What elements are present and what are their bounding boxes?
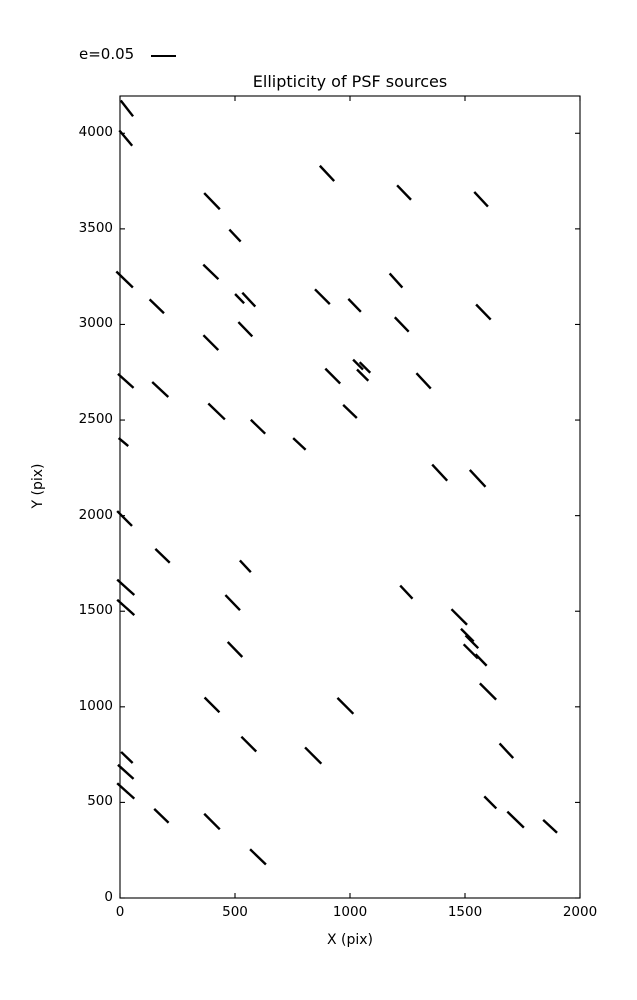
whisker-8: [154, 547, 171, 564]
whisker-37: [473, 191, 489, 208]
whisker-48: [462, 643, 479, 660]
whisker-10: [116, 598, 136, 616]
whisker-3: [148, 298, 165, 315]
whisker-43: [226, 641, 244, 658]
whisker-28: [352, 358, 364, 371]
x-axis-label: X (pix): [326, 932, 374, 948]
whisker-33: [396, 184, 412, 201]
whisker-25: [318, 164, 336, 182]
whisker-59: [249, 848, 267, 866]
whisker-52: [336, 697, 355, 715]
whisker-18: [234, 293, 245, 305]
whisker-12: [117, 763, 135, 780]
whisker-49: [474, 653, 488, 667]
whisker-19: [241, 291, 257, 308]
whisker-30: [356, 368, 370, 382]
whisker-47: [464, 634, 480, 650]
whisker-44: [399, 584, 414, 600]
whisker-42: [224, 594, 241, 612]
y-tick-label: 0: [104, 889, 113, 905]
whisker-20: [237, 321, 254, 338]
whisker-46: [460, 627, 475, 643]
x-tick-label: 0: [115, 904, 125, 920]
whisker-7: [116, 510, 133, 527]
whisker-13: [116, 782, 136, 800]
y-tick-label: 1500: [78, 602, 113, 619]
whisker-39: [431, 463, 449, 482]
x-tick-label: 500: [222, 904, 248, 920]
whisker-6: [117, 437, 130, 447]
whisker-16: [228, 228, 242, 243]
whisker-11: [120, 751, 134, 764]
whisker-24: [292, 437, 307, 451]
whisker-15: [203, 192, 221, 211]
whisker-45: [450, 608, 468, 626]
whisker-17: [202, 263, 220, 281]
whisker-60: [542, 818, 558, 834]
page-title: Ellipticity of PSF sources: [252, 72, 448, 91]
whisker-34: [388, 272, 404, 289]
x-tick-label: 1500: [447, 904, 483, 920]
whisker-40: [468, 469, 487, 488]
whisker-27: [347, 298, 362, 313]
whisker-32: [342, 403, 358, 419]
y-tick-label: 3000: [78, 315, 113, 332]
whisker-41: [239, 559, 252, 573]
y-tick-label: 2500: [78, 411, 113, 428]
whisker-51: [203, 696, 221, 714]
whisker-21: [202, 334, 220, 351]
whisker-29: [358, 361, 372, 374]
whisker-2: [115, 270, 134, 289]
y-axis-label: Y (pix): [30, 463, 46, 509]
whisker-36: [415, 372, 432, 390]
whisker-23: [249, 418, 267, 435]
whisker-55: [498, 742, 515, 759]
legend-ellipticity-label: e=0.05: [79, 45, 135, 63]
whisker-22: [207, 402, 226, 421]
whisker-53: [240, 735, 258, 753]
axes-frame: [119, 95, 581, 899]
y-tick-label: 1000: [78, 697, 113, 714]
whisker-57: [506, 810, 525, 829]
whisker-26: [314, 288, 331, 306]
whisker-56: [483, 795, 498, 810]
whisker-5: [151, 381, 170, 398]
whisker-38: [475, 303, 492, 321]
y-tick-label: 500: [87, 793, 113, 810]
y-tick-label: 3500: [78, 219, 113, 236]
y-tick-label: 2000: [78, 506, 113, 523]
whisker-50: [479, 682, 497, 701]
whisker-9: [116, 578, 136, 596]
x-tick-label: 1000: [332, 904, 368, 920]
legend-scale-bar-icon: [151, 55, 176, 57]
x-tick-label: 2000: [562, 904, 598, 920]
whisker-31: [324, 367, 342, 385]
axis-ticks: [119, 96, 581, 899]
whisker-58: [203, 812, 221, 831]
whisker-0: [119, 99, 135, 118]
whisker-54: [304, 746, 323, 765]
whisker-35: [393, 316, 410, 333]
whisker-4: [117, 372, 135, 389]
y-tick-label: 4000: [78, 124, 113, 141]
whisker-segments: [115, 99, 558, 866]
whisker-1: [118, 129, 134, 147]
whisker-14: [153, 807, 170, 824]
